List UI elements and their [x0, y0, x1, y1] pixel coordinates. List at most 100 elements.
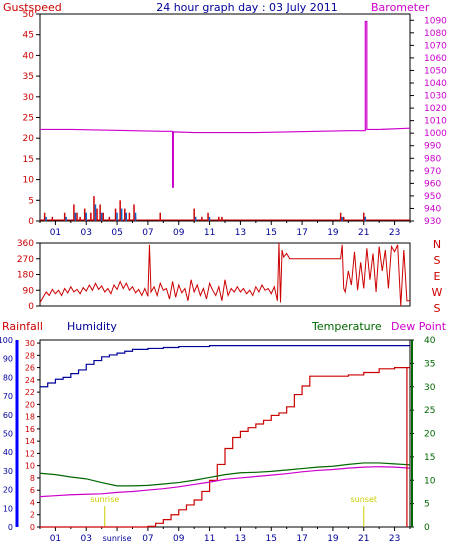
direction-tick-label: 90	[23, 286, 35, 296]
x-tick-label: 03	[81, 534, 92, 544]
barometer-tick-label: 1010	[424, 117, 447, 127]
x-tick-label: 03	[81, 228, 92, 238]
compass-label: N	[433, 238, 441, 251]
barometer-tick-label: 1070	[424, 41, 447, 51]
gust-tick-label: 30	[23, 93, 35, 103]
barometer-line	[40, 20, 411, 188]
rainfall-tick-label: 26	[25, 364, 35, 373]
barometer-tick-label: 1000	[424, 129, 447, 139]
humidity-tick-label: 10	[3, 504, 13, 513]
barometer-tick-label: 1030	[424, 92, 447, 102]
temperature-tick-label: 20	[424, 430, 436, 440]
rainfall-tick-label: 4	[30, 498, 35, 507]
x-tick-label: 15	[266, 228, 277, 238]
barometer-tick-label: 950	[424, 192, 441, 202]
x-tick-label: 05	[111, 228, 122, 238]
rainfall-tick-label: 10	[25, 462, 35, 471]
dew-point-line	[39, 466, 411, 498]
temperature-tick-label: 30	[424, 383, 436, 393]
x-tick-label: 01	[50, 534, 61, 544]
temperature-line	[39, 462, 411, 487]
rainfall-tick-label: 0	[30, 523, 35, 532]
compass-label: S	[434, 302, 441, 315]
direction-tick-label: 270	[17, 255, 34, 265]
rainfall-tick-label: 12	[25, 449, 35, 458]
rainfall-tick-label: 8	[30, 474, 35, 483]
x-tick-label: 15	[266, 534, 277, 544]
x-tick-label: 13	[235, 534, 246, 544]
temperature-tick-label: 35	[424, 359, 435, 369]
rainfall-tick-label: 16	[25, 425, 35, 434]
compass-label: W	[432, 286, 443, 299]
gust-tick-label: 35	[23, 72, 34, 82]
direction-line	[39, 242, 410, 307]
x-tick-label: 21	[358, 534, 369, 544]
x-tick-label: 19	[327, 228, 339, 238]
barometer-tick-label: 1050	[424, 66, 447, 76]
gust-tick-label: 50	[23, 10, 35, 20]
x-tick-label: 17	[296, 228, 307, 238]
rainfall-tick-label: 28	[25, 351, 35, 360]
barometer-tick-label: 940	[424, 204, 441, 214]
temperature-tick-label: 25	[424, 406, 435, 416]
rainfall-tick-label: 6	[30, 486, 35, 495]
compass-label: S	[434, 254, 441, 267]
barometer-tick-label: 960	[424, 179, 441, 189]
graph-title: 24 hour graph day : 03 July 2011	[156, 1, 338, 14]
legend-temperature: Temperature	[311, 320, 382, 333]
rainfall-tick-label: 20	[25, 400, 35, 409]
x-tick-label: 07	[142, 228, 153, 238]
humidity-line	[40, 345, 410, 388]
direction-tick-label: 180	[17, 271, 34, 281]
rainfall-tick-label: 30	[25, 339, 35, 348]
x-tick-label: 09	[173, 534, 185, 544]
gustspeed-label: Gustspeed	[3, 1, 62, 14]
barometer-tick-label: 1020	[424, 104, 447, 114]
barometer-tick-label: 1060	[424, 54, 447, 64]
sunrise-label: sunrise	[90, 495, 119, 504]
gust-tick-label: 15	[23, 155, 34, 165]
x-tick-label: 17	[296, 534, 307, 544]
temperature-tick-label: 5	[424, 500, 430, 510]
temperature-tick-label: 0	[424, 523, 430, 533]
x-tick-label: 21	[358, 228, 369, 238]
humidity-tick-label: 80	[3, 373, 13, 382]
direction-tick-label: 360	[17, 239, 34, 249]
x-tick-label: 11	[204, 228, 215, 238]
barometer-tick-label: 970	[424, 167, 441, 177]
x-tick-label: 01	[50, 228, 61, 238]
barometer-tick-label: 930	[424, 217, 441, 227]
gust-tick-label: 20	[23, 134, 35, 144]
barometer-tick-label: 980	[424, 154, 441, 164]
humidity-tick-label: 60	[3, 411, 13, 420]
barometer-tick-label: 1080	[424, 29, 447, 39]
humidity-tick-label: 40	[3, 448, 13, 457]
gust-tick-label: 0	[28, 217, 34, 227]
gust-tick-label: 40	[23, 51, 35, 61]
gust-tick-label: 45	[23, 31, 34, 41]
x-tick-label: 19	[327, 534, 339, 544]
x-tick-label: 11	[204, 534, 215, 544]
rainfall-line	[40, 366, 410, 528]
x-tick-label: 07	[142, 534, 153, 544]
gust-tick-label: 10	[23, 176, 35, 186]
barometer-tick-label: 990	[424, 142, 441, 152]
barometer-label: Barometer	[371, 1, 430, 14]
rainfall-tick-label: 22	[25, 388, 35, 397]
sunset-label: sunset	[350, 495, 377, 504]
x-tick-label: sunrise	[103, 534, 132, 543]
x-tick-label: 13	[235, 228, 246, 238]
humidity-tick-label: 20	[3, 486, 13, 495]
humidity-tick-label: 90	[3, 355, 13, 364]
rainfall-tick-label: 18	[25, 413, 35, 422]
legend-humidity: Humidity	[67, 320, 117, 333]
temperature-tick-label: 10	[424, 476, 436, 486]
x-tick-label: 23	[389, 534, 400, 544]
humidity-tick-label: 70	[3, 392, 13, 401]
humidity-tick-label: 30	[3, 467, 13, 476]
humidity-tick-label: 50	[3, 430, 13, 439]
rainfall-tick-label: 2	[30, 511, 35, 520]
